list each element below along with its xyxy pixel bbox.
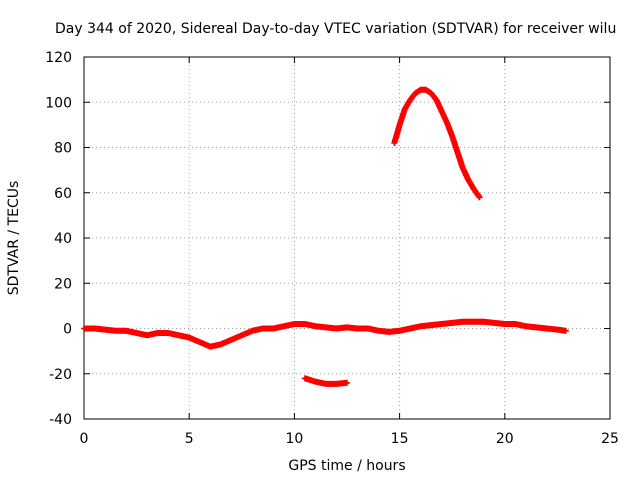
data-point [344,379,350,386]
y-tick-label: 60 [54,186,72,202]
grid-lines [84,57,610,419]
y-tick-label: 100 [45,95,72,111]
y-tick-label: 120 [45,50,72,66]
x-tick-label: 20 [496,431,514,447]
series-segment-3 [391,86,483,201]
y-tick-label: 40 [54,231,72,247]
data-marks [81,86,569,387]
chart-title: Day 344 of 2020, Sidereal Day-to-day VTE… [55,21,616,37]
series-main [81,318,569,350]
x-tick-label: 5 [185,431,194,447]
x-tick-label: 10 [285,431,303,447]
x-tick-label: 15 [391,431,409,447]
x-tick-label: 25 [601,431,619,447]
x-tick-label: 0 [80,431,89,447]
data-point [562,327,569,334]
series-segment-2 [301,375,350,387]
y-axis-label: SDTVAR / TECUs [6,181,22,296]
axis-ticks: -40 -20 0 20 40 60 80 100 120 0 5 10 15 20 25 [45,50,619,447]
plot-area-frame [83,56,611,420]
y-tick-label: 80 [54,141,72,157]
x-axis-label: GPS time / hours [288,458,405,474]
y-tick-label: 20 [54,276,72,292]
y-tick-label: -40 [49,412,72,428]
data-point [476,194,483,201]
y-tick-label: 0 [63,322,72,338]
y-tick-label: -20 [49,367,72,383]
